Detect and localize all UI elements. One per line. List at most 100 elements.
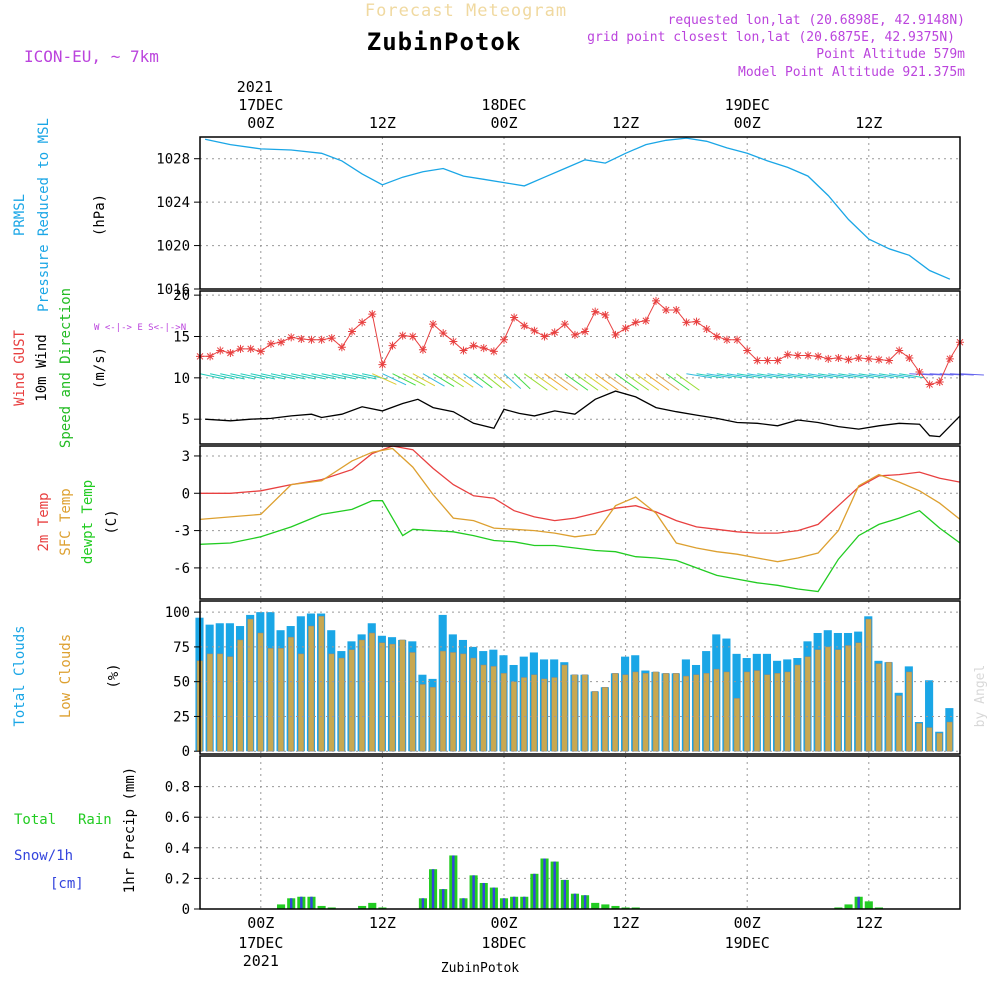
snow-bar xyxy=(310,896,313,909)
low-cloud-bar xyxy=(379,642,386,752)
snow-bar xyxy=(533,873,536,909)
gust-point xyxy=(641,316,650,325)
wind-arrow xyxy=(493,373,512,389)
top-tick-label: 12Z xyxy=(369,114,396,132)
y-tick-label: 0 xyxy=(182,486,190,502)
gust-point xyxy=(378,360,387,369)
low-cloud-bar xyxy=(895,695,902,752)
low-cloud-bar xyxy=(794,664,801,752)
gust-point xyxy=(469,341,478,350)
low-cloud-bar xyxy=(612,673,619,752)
rain-bar xyxy=(368,902,377,909)
rain-bar xyxy=(874,907,883,909)
rain-bar xyxy=(621,907,630,909)
gust-point xyxy=(581,327,590,336)
wind-arrow xyxy=(250,373,276,380)
low-cloud-bar xyxy=(764,674,771,752)
gust-point xyxy=(317,335,326,344)
y-tick-label: 1028 xyxy=(156,152,190,168)
snow-bar xyxy=(452,855,455,909)
wind-arrow xyxy=(696,373,722,379)
low-clouds-label: Low Clouds xyxy=(58,634,74,718)
low-cloud-bar xyxy=(470,657,477,752)
wind-arrow xyxy=(453,373,474,388)
low-cloud-bar xyxy=(875,663,882,752)
wind-arrow xyxy=(544,373,568,391)
wind-arrow xyxy=(848,373,874,379)
wind-arrow xyxy=(442,373,464,388)
wind-arrow xyxy=(260,373,286,380)
rain-bar xyxy=(864,901,873,909)
low-cloud-bar xyxy=(571,674,578,752)
gust-point xyxy=(915,368,924,377)
gust-point xyxy=(763,356,772,365)
gust-point xyxy=(236,344,245,353)
gust-point xyxy=(733,335,742,344)
bottom-date-label: 19DEC xyxy=(725,934,770,952)
snow-bar xyxy=(563,879,567,909)
y-tick-label: 3 xyxy=(182,449,190,465)
snow-bar xyxy=(857,896,860,909)
gust-point xyxy=(743,346,752,355)
low-cloud-bar xyxy=(835,649,842,752)
credit: by Angel xyxy=(973,665,988,728)
wind-arrow xyxy=(523,373,548,391)
gust-point xyxy=(753,356,762,365)
low-cloud-bar xyxy=(652,671,659,752)
wind-arrow xyxy=(412,373,436,387)
bottom-date-label: 18DEC xyxy=(481,934,526,952)
subtitle: Forecast Meteogram xyxy=(365,1,567,21)
gust-point xyxy=(540,332,549,341)
temp-labels: 2m Temp SFC Temp dewpt Temp (C) xyxy=(36,480,120,564)
wind-arrow xyxy=(392,373,416,386)
gust-point xyxy=(520,321,529,330)
low-cloud-bar xyxy=(733,698,740,752)
low-cloud-bar xyxy=(946,721,953,752)
wind-arrow xyxy=(757,373,783,379)
gust-point xyxy=(327,334,336,343)
wind-arrow xyxy=(291,373,316,380)
gust-point xyxy=(834,353,843,362)
model-label: ICON-EU, ~ 7km xyxy=(24,47,159,66)
y-tick-label: 1020 xyxy=(156,239,190,255)
gust-point xyxy=(256,347,265,356)
y-tick-label: 1016 xyxy=(156,282,190,298)
low-cloud-bar xyxy=(672,673,680,752)
wind-arrow xyxy=(675,373,700,391)
gust-point xyxy=(358,318,367,327)
low-cloud-bar xyxy=(429,686,436,752)
low-cloud-bar xyxy=(490,666,497,752)
low-cloud-bar xyxy=(541,678,548,752)
gust-point xyxy=(611,330,620,339)
gust-point xyxy=(489,347,498,356)
rain-bar xyxy=(358,905,367,909)
low-cloud-bar xyxy=(683,675,690,752)
gust-point xyxy=(570,330,579,339)
compass-label: W <-|-> E S<-|->N xyxy=(94,323,186,333)
low-cloud-bar xyxy=(216,653,224,752)
y-tick-label: 5 xyxy=(182,412,190,428)
gust-point xyxy=(935,377,944,386)
gust-point xyxy=(662,306,671,315)
wind-arrow xyxy=(615,373,639,391)
snow-bar xyxy=(573,893,577,909)
low-cloud-bar xyxy=(916,723,923,752)
y-tick-label: 100 xyxy=(165,605,190,621)
top-tick-label: 00Z xyxy=(734,114,761,132)
low-cloud-bar xyxy=(480,664,487,752)
snow-bar xyxy=(543,858,546,909)
wind-arrow xyxy=(665,373,690,391)
top-tick-label: 12Z xyxy=(612,114,639,132)
wind-arrow xyxy=(807,373,834,379)
rain-bar xyxy=(611,905,620,909)
wind-arrow xyxy=(625,373,650,391)
wind-arrow xyxy=(230,373,255,380)
rain-bar xyxy=(591,902,600,909)
panel-pressure: 1016 1020 1024 1028 xyxy=(156,136,961,298)
y-tick-label: 0.2 xyxy=(165,871,190,887)
wind-arrow xyxy=(311,373,337,380)
top-tick-label: 00Z xyxy=(247,114,274,132)
y-tick-label: -3 xyxy=(173,524,190,540)
